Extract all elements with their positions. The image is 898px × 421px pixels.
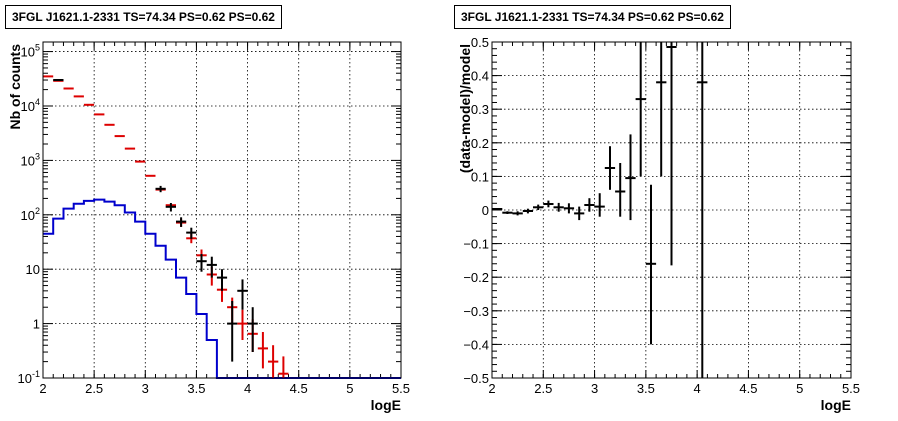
- left-plot-frame: [42, 41, 402, 379]
- left-y-tick-base: 10: [26, 262, 40, 277]
- right-x-axis-label: logE: [821, 397, 851, 413]
- left-y-tick-base: 10: [21, 153, 35, 168]
- right-y-tick-label: −0.2: [463, 270, 489, 285]
- left-x-tick-label: 2: [39, 381, 46, 396]
- right-chart-title: 3FGL J1621.1-2331 TS=74.34 PS=0.62 PS=0.…: [454, 5, 731, 29]
- right-y-tick-label: −0.4: [463, 337, 489, 352]
- right-x-tick-label: 2.5: [534, 381, 552, 396]
- left-chart-title: 3FGL J1621.1-2331 TS=74.34 PS=0.62 PS=0.…: [5, 5, 282, 29]
- left-y-tick-base: 10: [21, 45, 35, 60]
- right-x-tick-label: 3.5: [637, 381, 655, 396]
- left-y-tick-exp: 2: [35, 206, 40, 216]
- left-y-tick-exp: -1: [32, 369, 40, 379]
- left-y-tick-label: 10: [26, 262, 40, 277]
- left-y-tick-base: 10: [21, 208, 35, 223]
- left-y-tick-exp: 5: [35, 43, 40, 53]
- right-y-axis-label: (data-model)/model: [457, 44, 473, 173]
- right-y-tick-label: −0.3: [463, 304, 489, 319]
- left-y-tick-label: 102: [21, 206, 40, 223]
- right-y-tick-label: 0.2: [471, 136, 489, 151]
- right-x-tick-label: 4: [694, 381, 701, 396]
- left-x-tick-label: 3.5: [187, 381, 205, 396]
- left-y-tick-label: 104: [21, 97, 40, 114]
- left-x-tick-label: 5.5: [392, 381, 410, 396]
- left-x-tick-label: 4: [244, 381, 251, 396]
- right-x-tick-label: 2: [488, 381, 495, 396]
- left-y-tick-exp: 4: [35, 97, 40, 107]
- right-y-tick-label: −0.5: [463, 371, 489, 386]
- right-x-tick-label: 5.5: [842, 381, 860, 396]
- right-y-tick-label: 0.3: [471, 102, 489, 117]
- right-x-tick-label: 4.5: [739, 381, 757, 396]
- left-x-tick-label: 5: [346, 381, 353, 396]
- left-y-tick-label: 10-1: [18, 369, 40, 386]
- right-x-tick-label: 3: [591, 381, 598, 396]
- left-y-tick-label: 105: [21, 43, 40, 60]
- right-plot-frame: [491, 41, 852, 379]
- right-y-tick-label: −0.1: [463, 237, 489, 252]
- left-y-tick-label: 103: [21, 151, 40, 168]
- left-x-tick-label: 3: [142, 381, 149, 396]
- left-y-tick-label: 1: [33, 317, 40, 332]
- left-y-tick-base: 10: [21, 99, 35, 114]
- right-y-tick-label: 0.1: [471, 169, 489, 184]
- right-y-tick-label: 0.4: [471, 69, 489, 84]
- left-y-axis-label: Nb of counts: [7, 44, 23, 130]
- left-x-axis-label: logE: [371, 397, 401, 413]
- left-x-tick-label: 2.5: [85, 381, 103, 396]
- left-plot-area: [43, 42, 401, 378]
- left-x-tick-label: 4.5: [290, 381, 308, 396]
- left-y-tick-base: 1: [33, 317, 40, 332]
- left-y-tick-exp: 3: [35, 151, 40, 161]
- right-x-tick-label: 5: [796, 381, 803, 396]
- left-y-tick-base: 10: [18, 371, 32, 386]
- right-y-tick-label: 0: [482, 203, 489, 218]
- right-y-tick-label: 0.5: [471, 35, 489, 50]
